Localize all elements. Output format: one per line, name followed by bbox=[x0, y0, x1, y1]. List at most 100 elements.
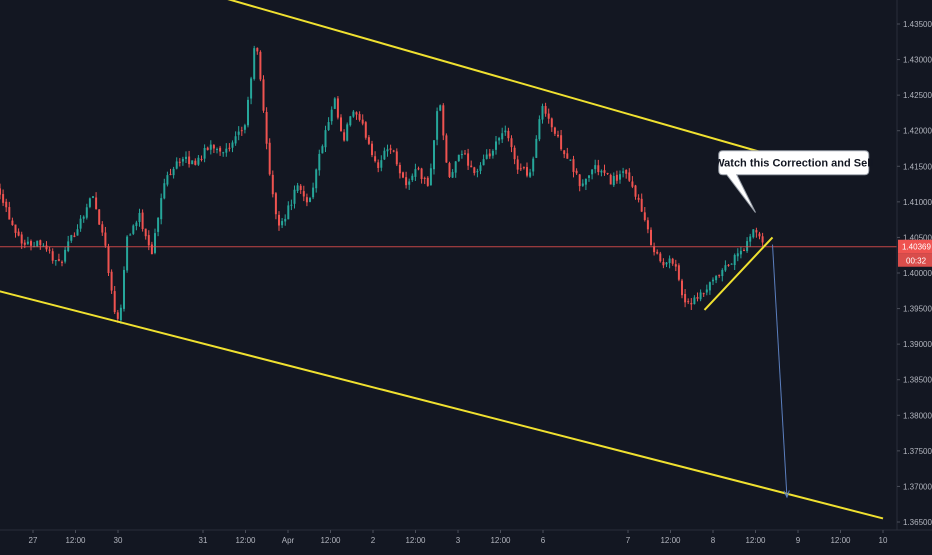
candle-body bbox=[309, 198, 311, 202]
x-tick-label: 12:00 bbox=[490, 536, 511, 545]
countdown-label: 00:32 bbox=[906, 257, 927, 266]
candle-body bbox=[588, 175, 590, 178]
x-tick-label: 3 bbox=[456, 536, 461, 545]
candle-body bbox=[634, 185, 637, 197]
candle-body bbox=[88, 198, 91, 207]
candle-body bbox=[498, 138, 501, 141]
candle-body bbox=[371, 143, 373, 156]
candle-body bbox=[628, 172, 631, 181]
candle-body bbox=[225, 148, 228, 153]
candle-body bbox=[504, 130, 507, 133]
candle-body bbox=[460, 154, 463, 156]
candle-body bbox=[650, 229, 652, 246]
candle-body bbox=[457, 154, 460, 161]
candle-body bbox=[48, 249, 51, 251]
candle-body bbox=[259, 51, 262, 80]
candle-body bbox=[674, 264, 677, 267]
candle-body bbox=[699, 292, 702, 300]
candle-body bbox=[631, 181, 634, 187]
candle-body bbox=[349, 116, 352, 126]
x-tick-label: 7 bbox=[626, 536, 631, 545]
candle-body bbox=[92, 196, 94, 198]
candle-body bbox=[442, 105, 445, 136]
projection-arrow-line[interactable] bbox=[772, 244, 788, 498]
candle-body bbox=[129, 234, 132, 236]
candle-body bbox=[367, 137, 370, 144]
candle-body bbox=[715, 276, 718, 281]
candle-body bbox=[485, 154, 488, 159]
candle-body bbox=[54, 260, 57, 262]
candle-body bbox=[625, 170, 628, 174]
y-tick-label: 1.38500 bbox=[903, 376, 932, 385]
candle-body bbox=[85, 207, 88, 218]
candle-body bbox=[411, 175, 414, 181]
candle-body bbox=[575, 170, 578, 174]
candle-body bbox=[749, 236, 752, 242]
price-axis[interactable]: 1.43500 1.43000 1.42500 1.42000 1.41500 1.410… bbox=[896, 0, 932, 550]
candle-body bbox=[17, 231, 20, 236]
candle-body bbox=[343, 132, 346, 141]
candle-body bbox=[8, 207, 11, 220]
candle-body bbox=[222, 152, 225, 154]
time-axis[interactable]: 27 12:00 30 31 12:00 Apr 12:00 2 12:00 3 12:00 6 7 12… bbox=[0, 529, 932, 550]
candle-body bbox=[203, 147, 206, 159]
candle-body bbox=[110, 271, 113, 291]
candle-body bbox=[169, 173, 172, 175]
annotation-callout[interactable] bbox=[718, 150, 870, 213]
candle-body bbox=[395, 151, 398, 165]
lower-channel-trendline[interactable] bbox=[0, 278, 884, 520]
y-tick-label: 1.37000 bbox=[903, 482, 932, 491]
candle-body bbox=[336, 98, 339, 118]
candle-body bbox=[82, 216, 85, 219]
candle-body bbox=[194, 160, 197, 165]
candle-body bbox=[51, 251, 54, 261]
candle-body bbox=[284, 218, 287, 222]
candle-body bbox=[247, 99, 249, 126]
candle-body bbox=[237, 131, 240, 135]
candle-body bbox=[687, 301, 690, 303]
x-tick-label: 8 bbox=[711, 536, 716, 545]
candle-body bbox=[30, 241, 32, 246]
y-tick-label: 1.40500 bbox=[903, 233, 932, 242]
candle-body bbox=[398, 164, 401, 174]
y-tick-label: 1.42500 bbox=[903, 91, 932, 100]
candle-body bbox=[603, 170, 606, 173]
candle-body bbox=[175, 161, 178, 169]
x-tick-label: 31 bbox=[199, 536, 208, 545]
candle-body bbox=[42, 245, 45, 247]
candle-body bbox=[662, 261, 665, 266]
candle-body bbox=[296, 185, 299, 191]
candle-body bbox=[671, 258, 674, 264]
candle-body bbox=[433, 140, 435, 170]
candle-body bbox=[690, 302, 693, 305]
x-tick-label: 12:00 bbox=[235, 536, 256, 545]
candle-body bbox=[755, 230, 758, 233]
candle-body bbox=[160, 198, 163, 220]
candle-body bbox=[11, 220, 14, 226]
candle-body bbox=[278, 214, 280, 226]
candle-body bbox=[79, 218, 82, 229]
candle-body bbox=[436, 111, 439, 140]
drawings-layer: Watch this Correction and Sell bbox=[0, 0, 897, 520]
x-tick-label: 2 bbox=[371, 536, 376, 545]
candle-body bbox=[340, 117, 342, 132]
candle-body bbox=[287, 205, 290, 220]
y-tick-label: 1.38000 bbox=[903, 411, 932, 420]
candle-body bbox=[70, 235, 73, 241]
candle-body bbox=[212, 145, 215, 149]
correction-line-trendline[interactable] bbox=[703, 236, 774, 311]
upper-channel-trendline[interactable] bbox=[203, 0, 799, 164]
candle-body bbox=[262, 79, 265, 111]
candle-body bbox=[234, 136, 237, 144]
candle-body bbox=[243, 125, 246, 130]
candle-body bbox=[597, 165, 600, 173]
candle-body bbox=[206, 147, 209, 150]
candle-body bbox=[619, 174, 621, 180]
candle-body bbox=[185, 156, 187, 159]
candle-body bbox=[541, 106, 544, 120]
candle-body bbox=[640, 198, 643, 212]
countdown-tag bbox=[898, 253, 932, 267]
candle-body bbox=[135, 222, 138, 227]
